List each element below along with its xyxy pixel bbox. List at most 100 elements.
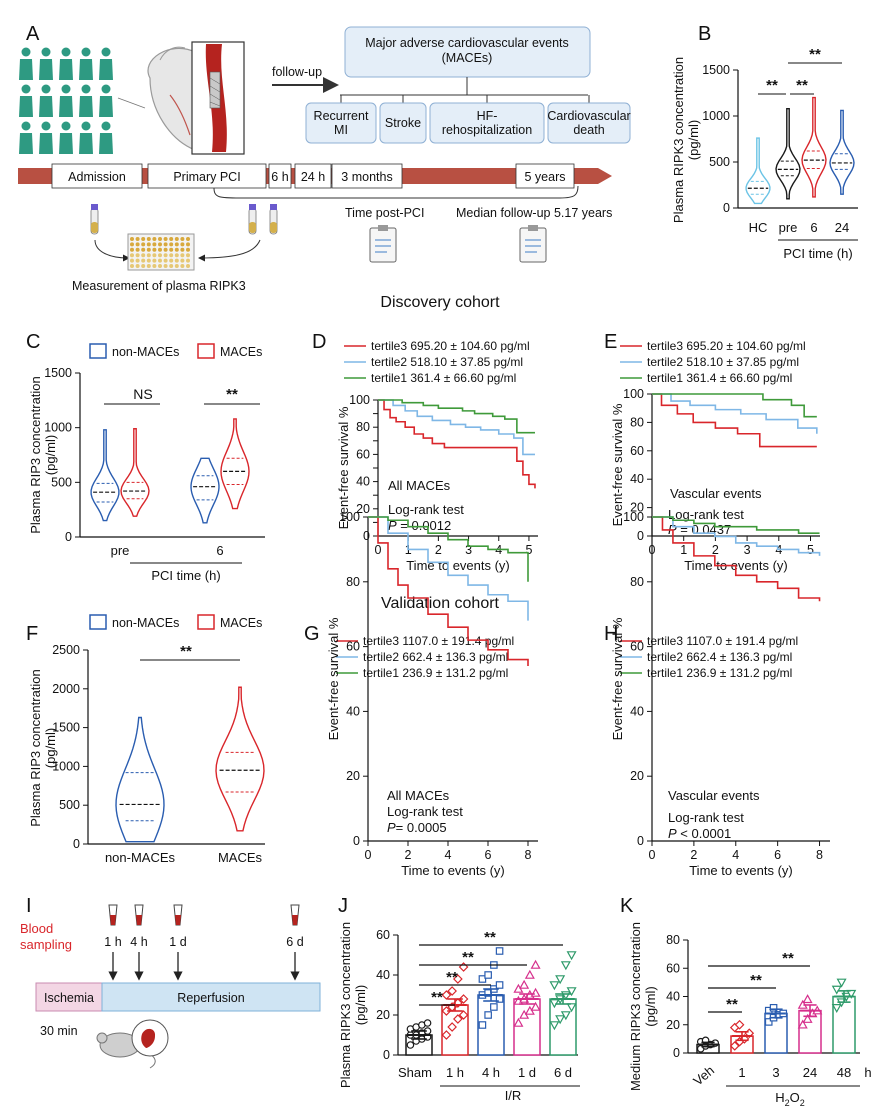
x-tick-label: 2 xyxy=(690,848,697,862)
y-tick-label: 40 xyxy=(356,475,370,489)
y-tick-label: 0 xyxy=(73,837,80,851)
plate-well xyxy=(180,242,185,247)
data-point xyxy=(549,981,560,991)
y-tick-label: 80 xyxy=(630,575,644,589)
violin-shape xyxy=(775,107,801,200)
data-point xyxy=(441,1030,452,1040)
y-tick-label: 40 xyxy=(376,968,390,982)
patient-icons xyxy=(19,47,113,154)
elisa-plate-icon xyxy=(127,233,195,271)
plate-well xyxy=(130,242,134,247)
plate-well xyxy=(186,253,190,258)
plate-well xyxy=(141,237,146,241)
legend-label: MACEs xyxy=(220,616,262,630)
person-icon xyxy=(19,121,33,154)
y-axis-label: Event-free survival % xyxy=(336,406,351,529)
violin-shape xyxy=(215,686,265,832)
plate-well xyxy=(174,264,179,268)
x-tick-label: MACEs xyxy=(218,850,263,865)
mouse-icon xyxy=(96,1019,169,1069)
x-tick-label: non-MACEs xyxy=(105,850,176,865)
survival-curve xyxy=(378,399,535,456)
sig-label: NS xyxy=(133,386,152,402)
sig-label: ** xyxy=(446,969,458,986)
y-tick-label: 1000 xyxy=(52,759,80,773)
y-tick-label: 80 xyxy=(666,933,680,947)
y-tick-label: 20 xyxy=(346,769,360,783)
violin-shape xyxy=(115,716,165,843)
data-point xyxy=(764,1018,773,1026)
timeline: Admission Primary PCI 6 h 24 h 3 months 5 yea… xyxy=(18,163,612,189)
y-tick-label: 100 xyxy=(623,387,644,401)
data-point xyxy=(566,951,577,961)
annotation-text: Vascular events xyxy=(668,788,760,803)
sig-label: ** xyxy=(809,46,821,63)
legend-label: tertile3 1107.0 ± 191.4 pg/ml xyxy=(363,634,514,648)
legend-label: tertile1 361.4 ± 66.60 pg/ml xyxy=(647,371,792,385)
data-point xyxy=(478,1021,487,1029)
legend-label: tertile3 695.20 ± 104.60 pg/ml xyxy=(371,339,530,353)
violin-shape xyxy=(801,96,827,198)
data-point xyxy=(490,1003,498,1011)
x-tick-label: 3 xyxy=(772,1065,779,1080)
survival-curve xyxy=(652,393,817,418)
plate-well xyxy=(174,253,179,258)
plate-well xyxy=(169,242,174,247)
x-tick-label: 2 xyxy=(712,543,719,557)
x-tick-label: 4 xyxy=(445,848,452,862)
x-tick-label: 5 xyxy=(807,543,814,557)
person-icon xyxy=(59,121,73,154)
plate-well xyxy=(141,258,146,263)
legend-label: tertile3 1107.0 ± 191.4 pg/ml xyxy=(647,634,798,648)
x-tick-label: pre xyxy=(779,220,798,235)
x-tick-label: 6 xyxy=(774,848,781,862)
y-tick-label: 40 xyxy=(630,472,644,486)
y-tick-label: 20 xyxy=(376,1008,390,1022)
panel-a: A follow-up Recurrent MI Stroke HF-rehospit… xyxy=(18,23,631,293)
plate-well xyxy=(135,253,140,258)
data-point xyxy=(441,990,452,1000)
x-tick-label: 24 xyxy=(835,220,849,235)
legend-label: non-MACEs xyxy=(112,345,179,359)
y-axis-label: Medium RIPK3 concentration(pg/ml) xyxy=(628,922,658,1091)
blood-sampling-text: Blood sampling xyxy=(20,921,72,952)
event-box xyxy=(305,102,377,144)
survival-curve xyxy=(368,516,529,621)
plate-well xyxy=(180,264,185,268)
data-point xyxy=(478,975,487,983)
timeline-box xyxy=(294,163,332,189)
x-tick-label: 8 xyxy=(816,848,823,862)
plate-well xyxy=(163,237,168,241)
blood-tube-icons xyxy=(90,204,278,235)
plate-well xyxy=(146,247,151,252)
panel-label-i: I xyxy=(26,895,32,917)
x-group-label: PCI time (h) xyxy=(783,246,852,261)
person-icon xyxy=(59,47,73,80)
y-axis-label: Plasma RIPK3 concentration(pg/ml) xyxy=(671,57,701,223)
timeline-box xyxy=(147,163,267,189)
y-axis-label: Plasma RIP3 concentration(pg/ml) xyxy=(28,669,58,827)
person-icon xyxy=(39,47,53,80)
sig-label: ** xyxy=(462,949,474,966)
y-tick-label: 1500 xyxy=(52,721,80,735)
legend-label: MACEs xyxy=(220,345,262,359)
data-point xyxy=(495,981,504,989)
plate-well xyxy=(130,264,134,268)
x-tick-label: HC xyxy=(749,220,768,235)
y-tick-label: 40 xyxy=(630,704,644,718)
x-tick-label: 24 xyxy=(803,1065,817,1080)
panel-label-h: H xyxy=(604,623,618,645)
plate-well xyxy=(174,247,179,252)
plate-well xyxy=(135,247,140,252)
legend-label: tertile3 695.20 ± 104.60 pg/ml xyxy=(647,339,806,353)
plate-well xyxy=(158,247,162,252)
plate-well xyxy=(152,247,157,252)
plate-well xyxy=(158,264,162,268)
plate-well xyxy=(186,242,190,247)
time-post-pci: Time post-PCI xyxy=(345,206,424,220)
annotation-text: Log-rank test xyxy=(668,507,744,522)
event-box xyxy=(547,102,631,144)
event-label: Cardiovascular death xyxy=(547,109,630,137)
